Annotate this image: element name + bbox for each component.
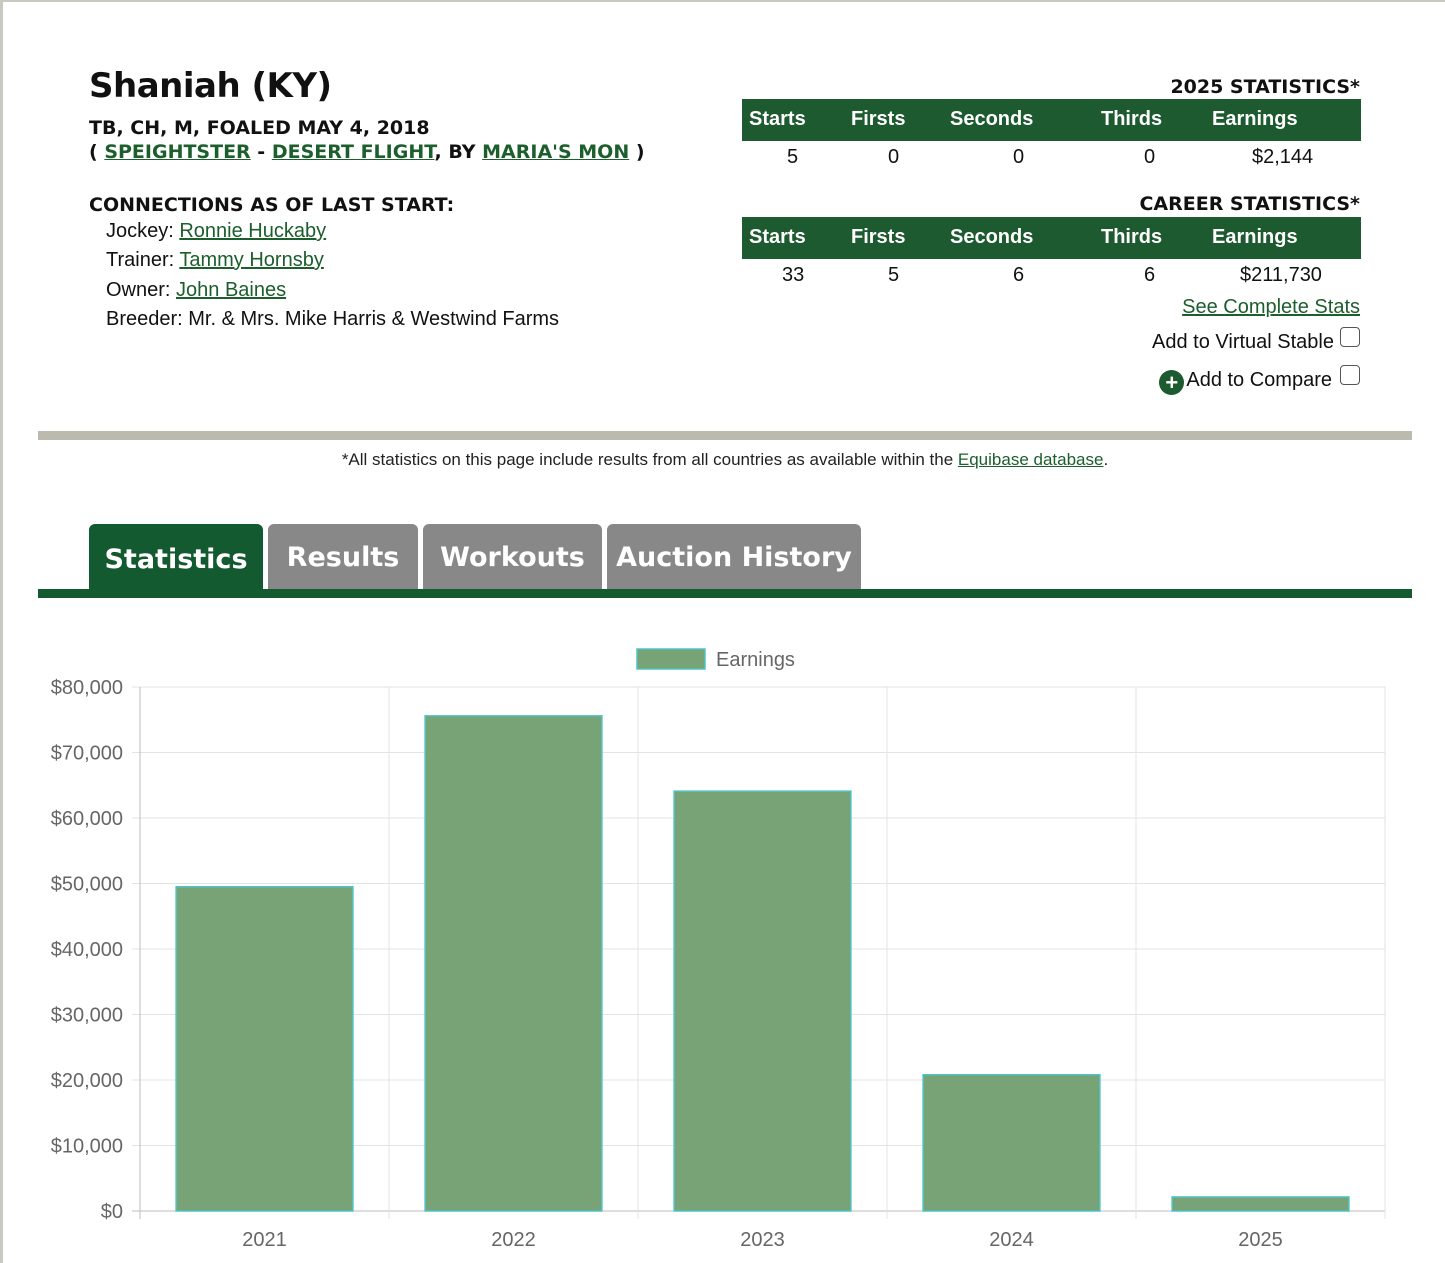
window-frame-left [0,0,3,1263]
legend-swatch [636,648,706,670]
sire-link[interactable]: SPEIGHTSTER [104,141,251,163]
horse-name: Shaniah (KY) [89,66,332,106]
x-tick-label: 2023 [740,1229,785,1251]
year-stats-title: 2025 STATISTICS* [1170,76,1360,98]
pedigree-close: ) [629,141,645,163]
jockey-label: Jockey: [106,220,180,242]
career-firsts: 5 [888,264,900,286]
dam-link[interactable]: DESERT FLIGHT [271,141,435,163]
header-thirds: Thirds [1101,226,1163,248]
y-tick-label: $60,000 [51,808,123,830]
owner-label: Owner: [106,279,177,301]
y-tick-label: $30,000 [51,1005,123,1027]
x-tick-label: 2022 [491,1229,536,1251]
career-stats-values: 33 5 6 6 $211,730 [742,260,1361,294]
pedigree-open: ( [89,141,105,163]
x-tick-label: 2021 [242,1229,287,1251]
jockey-row: Jockey: Ronnie Huckaby [106,220,326,243]
pedigree-dash: - [250,141,272,163]
year-earnings: $2,144 [1252,146,1314,168]
virtual-stable-label: Add to Virtual Stable [1152,331,1334,353]
jockey-link[interactable]: Ronnie Huckaby [179,220,327,242]
bar-2021 [175,886,354,1212]
see-complete-stats-link[interactable]: See Complete Stats [1182,296,1360,318]
year-thirds: 0 [1144,146,1156,168]
x-tick-label: 2025 [1238,1229,1283,1251]
career-thirds: 6 [1144,264,1156,286]
tab-workouts[interactable]: Workouts [423,524,602,590]
bar-2024 [922,1074,1101,1212]
trainer-link[interactable]: Tammy Hornsby [179,249,324,271]
owner-link[interactable]: John Baines [176,279,287,301]
pedigree-by: , BY [434,141,483,163]
career-seconds: 6 [1013,264,1025,286]
equibase-database-link[interactable]: Equibase database [957,450,1104,469]
y-tick-label: $50,000 [51,874,123,896]
earnings-chart: $0 $10,000 $20,000 $30,000 $40,000 $50,000 $60… [51,648,1386,1251]
year-starts: 5 [787,146,799,168]
y-tick-label: $20,000 [51,1070,123,1092]
x-tick-label: 2024 [989,1229,1034,1251]
trainer-label: Trainer: [106,249,180,271]
pedigree-line: ( SPEIGHTSTER - DESERT FLIGHT, BY MARIA'… [89,141,645,163]
header-earnings: Earnings [1212,108,1298,130]
breeder-row: Breeder: Mr. & Mrs. Mike Harris & Westwi… [106,308,559,331]
y-tick-label: $40,000 [51,939,123,961]
damsire-link[interactable]: MARIA'S MON [482,141,630,163]
disclaimer-end: . [1103,450,1109,469]
header-seconds: Seconds [950,226,1034,248]
header-starts: Starts [749,226,806,248]
bar-2023 [673,790,852,1212]
y-tick-label: $80,000 [51,677,123,699]
connections-title: CONNECTIONS AS OF LAST START: [89,194,455,216]
breeder-name: Mr. & Mrs. Mike Harris & Westwind Farms [188,308,560,330]
header-earnings: Earnings [1212,226,1298,248]
y-tick-label: $10,000 [51,1136,123,1158]
statistics-disclaimer: *All statistics on this page include res… [0,450,1445,470]
virtual-stable-checkbox[interactable] [1340,326,1360,347]
bar-2025 [1171,1196,1350,1212]
career-earnings: $211,730 [1240,264,1322,286]
virtual-stable-control: Add to Virtual Stable [1152,326,1360,354]
y-tick-label: $0 [101,1201,123,1223]
tab-statistics[interactable]: Statistics [89,524,263,594]
year-stats-header: Starts Firsts Seconds Thirds Earnings [742,99,1361,141]
header-firsts: Firsts [851,108,906,130]
year-seconds: 0 [1013,146,1025,168]
legend-label: Earnings [716,649,795,671]
year-stats-values: 5 0 0 0 $2,144 [742,142,1361,176]
trainer-row: Trainer: Tammy Hornsby [106,249,324,272]
tab-results[interactable]: Results [268,524,418,590]
bar-2022 [424,715,603,1212]
compare-label: Add to Compare [1186,369,1332,391]
window-frame-top [0,0,1445,2]
compare-checkbox[interactable] [1340,364,1360,385]
owner-row: Owner: John Baines [106,279,286,302]
y-tick-label: $70,000 [51,743,123,765]
plus-circle-icon[interactable]: + [1159,370,1185,395]
year-firsts: 0 [888,146,900,168]
career-stats-header: Starts Firsts Seconds Thirds Earnings [742,217,1361,259]
header-starts: Starts [749,108,806,130]
section-divider [38,431,1412,440]
horse-description: TB, CH, M, FOALED MAY 4, 2018 [89,117,430,139]
tab-bar [38,589,1412,598]
header-seconds: Seconds [950,108,1034,130]
tab-auction-history[interactable]: Auction History [607,524,861,590]
header-firsts: Firsts [851,226,906,248]
compare-control: + Add to Compare [1159,364,1360,395]
header-thirds: Thirds [1101,108,1163,130]
career-starts: 33 [782,264,805,286]
breeder-label: Breeder: [106,308,189,330]
career-stats-title: CAREER STATISTICS* [1139,193,1360,215]
disclaimer-text: *All statistics on this page include res… [341,450,958,469]
